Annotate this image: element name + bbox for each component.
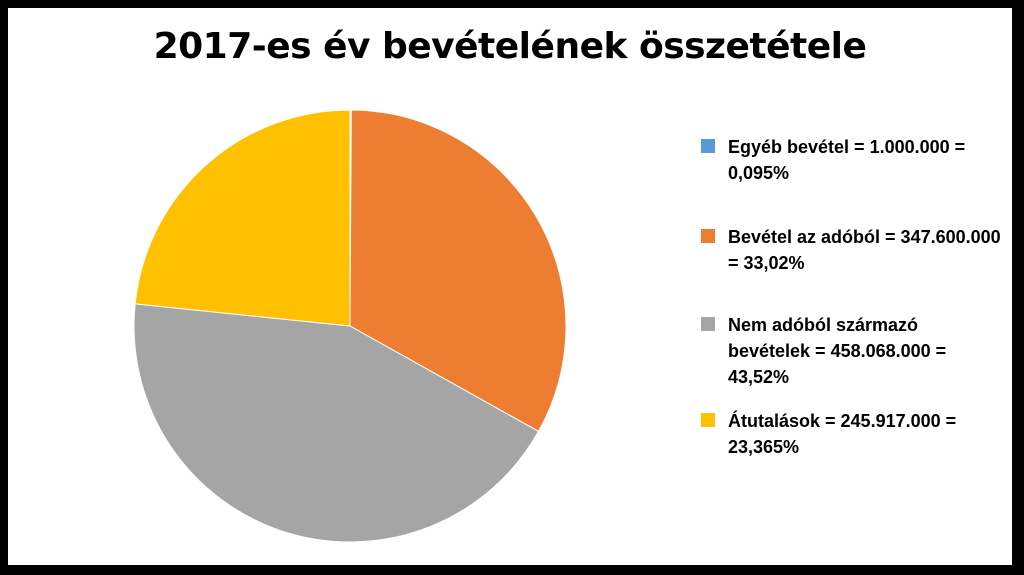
pie-slice-nem-adobol-szarmazo [133, 303, 540, 543]
chart-title: 2017-es év bevételének összetétele [153, 26, 867, 67]
chart-frame: 2017-es év bevételének összetétele Egyéb… [8, 8, 1012, 565]
legend-label-atutalasok: Átutalások = 245.917.000 = 23,365% [728, 411, 957, 457]
legend-label-bevetel-az-adobol: Bevétel az adóból = 347.600.000 = 33,02% [728, 227, 1001, 273]
legend-swatch-atutalasok [701, 413, 715, 427]
pie-slice-bevetel-az-adobol [349, 109, 567, 433]
pie-chart [133, 109, 567, 543]
legend-label-nem-adobol-szarmazo: Nem adóból származó bevételek = 458.068.… [728, 315, 947, 387]
legend-swatch-bevetel-az-adobol [701, 229, 715, 243]
legend-swatch-egyeb-bevetel [701, 139, 715, 153]
legend-label-egyeb-bevetel: Egyéb bevétel = 1.000.000 = 0,095% [728, 137, 966, 183]
pie-slice-atutalasok [134, 109, 351, 327]
legend-swatch-nem-adobol-szarmazo [701, 317, 715, 331]
